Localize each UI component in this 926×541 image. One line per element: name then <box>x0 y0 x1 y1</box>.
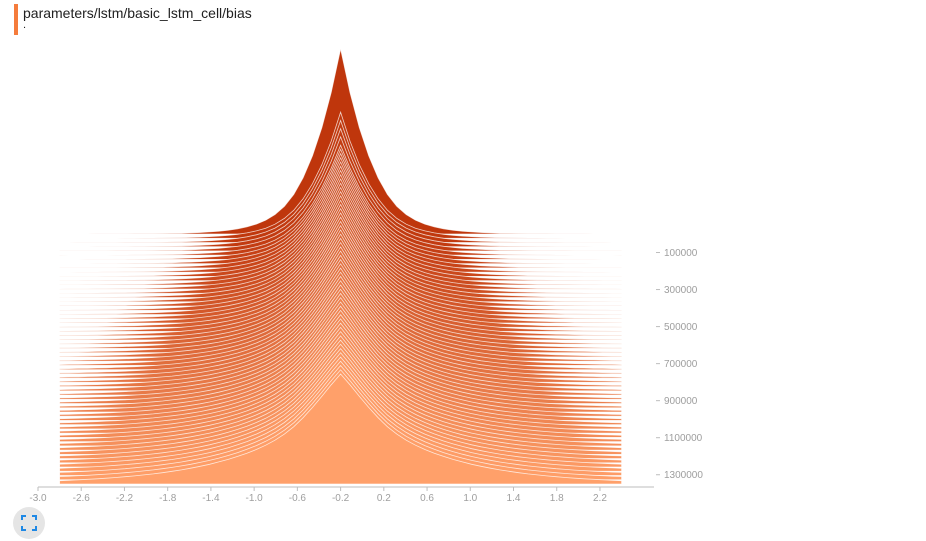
y-tick-label: 100000 <box>664 248 698 259</box>
chart-subtitle: . <box>23 19 27 31</box>
chart-title: parameters/lstm/basic_lstm_cell/bias <box>23 5 252 21</box>
x-axis: -3.0 -2.6 -2.2 -1.8 -1.4 -1.0 -0.6 -0.2 0.2 0.6 1.… <box>29 486 654 504</box>
y-tick-label: 300000 <box>664 285 698 296</box>
y-tick-label: 1300000 <box>664 470 703 481</box>
x-tick-label: 1.8 <box>550 493 564 504</box>
x-tick-label: -0.6 <box>289 493 307 504</box>
histogram-layer <box>58 48 624 485</box>
x-tick-label: 0.6 <box>420 493 434 504</box>
x-tick-label: -2.6 <box>73 493 91 504</box>
y-tick-label: 500000 <box>664 322 698 333</box>
title-accent-bar <box>14 4 18 35</box>
y-tick-label: 1100000 <box>664 433 703 444</box>
x-tick-label: 1.0 <box>463 493 477 504</box>
expand-button[interactable] <box>13 507 45 539</box>
x-tick-label: -1.4 <box>202 493 220 504</box>
y-axis: 100000 300000 500000 700000 900000 1100000 130… <box>656 248 703 481</box>
x-tick-label: 1.4 <box>507 493 521 504</box>
histogram-plot: -3.0 -2.6 -2.2 -1.8 -1.4 -1.0 -0.6 -0.2 0.2 0.6 1.… <box>29 48 703 504</box>
x-tick-label: 2.2 <box>593 493 607 504</box>
histogram-60 <box>59 373 623 485</box>
x-tick-label: 0.2 <box>377 493 391 504</box>
x-tick-label: -1.0 <box>246 493 264 504</box>
x-tick-label: -0.2 <box>332 493 350 504</box>
y-tick-label: 700000 <box>664 359 698 370</box>
y-tick-label: 900000 <box>664 396 698 407</box>
fullscreen-icon <box>21 515 37 531</box>
x-tick-label: -3.0 <box>29 493 47 504</box>
x-tick-label: -1.8 <box>159 493 177 504</box>
x-tick-label: -2.2 <box>116 493 134 504</box>
